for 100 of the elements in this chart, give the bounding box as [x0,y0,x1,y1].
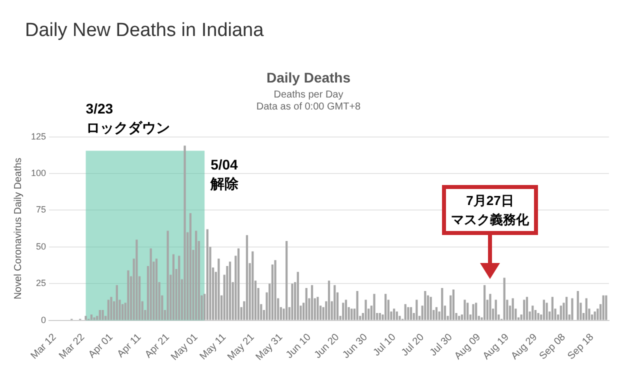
y-tick-label: 125 [30,131,46,142]
bar [551,296,554,320]
bar [526,296,528,320]
bar [373,294,376,320]
bar [195,230,198,320]
bar [602,295,604,320]
annotation: 7月27日 [465,192,515,210]
bar [466,302,469,320]
bar [84,316,87,320]
bar [310,285,314,320]
text: 3/23 [86,100,114,117]
bar [571,298,574,320]
x-tick-label: Mar 12 [28,332,60,362]
annotation: マスク義務化 [451,211,529,229]
bar [416,300,418,320]
bar [127,270,130,320]
x-tick-label: Apr 11 [115,332,144,360]
bar [458,316,460,320]
chart-title: Daily New Deaths in Indiana [25,20,264,42]
annotation: 解除 [210,176,240,192]
x-tick-label: Jun 20 [312,332,342,361]
x-tick-label: Mar 22 [57,332,88,362]
bar [566,296,568,320]
bar [296,272,299,320]
bar [464,300,466,320]
bar [503,278,506,320]
bar [475,302,478,320]
bar [594,312,596,320]
bar [410,307,412,320]
bar [472,304,474,320]
bar [218,258,220,320]
x-tick-label: Jul 30 [428,332,455,359]
bar [364,300,367,320]
bar [430,296,432,320]
bar [576,290,579,320]
bar [121,304,124,320]
bar [246,235,248,320]
x-tick-label: May 31 [254,332,286,363]
bar [305,288,308,320]
bar [392,308,396,320]
text: Data as of 0:00 GMT+8 [256,102,362,113]
chart-subtitle: Daily Deaths [266,69,351,86]
bar [237,248,240,320]
y-tick-label: 25 [36,278,46,288]
bar [424,290,426,320]
bar [452,289,455,320]
bar [228,262,232,320]
bar [489,294,492,320]
bar [155,258,158,320]
bar [150,248,152,320]
y-tick-label: 100 [30,168,46,178]
bar [328,280,330,320]
bar [274,260,276,320]
bar [384,294,387,320]
bar [537,312,540,320]
bar [378,312,381,320]
bar [560,306,562,320]
y-tick-label: 0 [41,314,46,325]
bar [291,284,294,320]
bar [546,302,548,320]
x-tick-label: Sep 08 [538,332,568,362]
bar [484,285,486,320]
bar [532,306,534,320]
bar [585,298,588,320]
bar [206,229,208,320]
bar [316,296,319,320]
text: Deaths per Day [274,90,344,101]
bar [334,285,336,320]
bar [107,300,110,320]
bar [356,290,358,320]
bar [178,256,180,320]
x-tick-label: Jun 10 [284,332,314,361]
bar [512,298,514,320]
callout-box: 7月27日 マスク義務化 [442,185,538,235]
bar [342,302,344,320]
bar [441,288,444,320]
bar [172,254,175,320]
y-tick-label: 50 [36,241,46,252]
x-tick-label: Aug 09 [452,332,484,362]
x-tick-label: Sep 18 [566,332,596,362]
bar [136,240,138,320]
bar [344,300,348,320]
x-tick-label: Jul 20 [400,332,427,359]
bar [435,307,438,320]
bar [252,251,254,320]
text: ロックダウン [86,120,170,136]
bar [426,295,430,320]
bar [184,146,186,320]
bar [605,295,608,320]
bar [286,241,288,320]
bar [93,317,96,320]
y-tick-label: 75 [36,204,46,215]
bar [90,314,92,320]
bar [350,308,353,320]
bar [523,300,526,320]
x-tick-label: May 01 [169,332,200,363]
bar [189,213,192,320]
bar [166,230,169,320]
x-tick-label: Jul 10 [371,332,398,359]
x-tick-label: Aug 29 [509,332,540,362]
